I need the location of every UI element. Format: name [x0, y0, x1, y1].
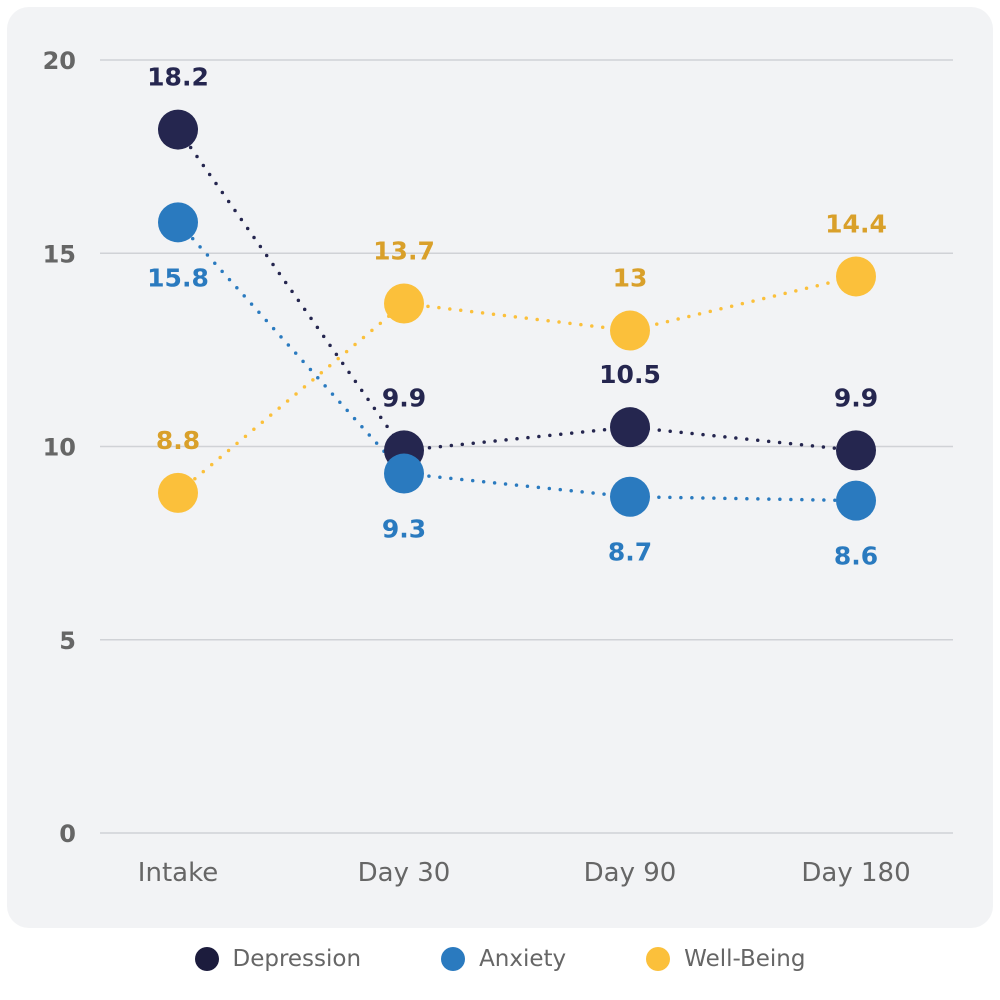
x-tick-label: Day 90: [584, 858, 677, 888]
data-label: 8.7: [608, 538, 652, 567]
legend: Depression Anxiety Well-Being: [0, 946, 1000, 972]
data-label: 13.7: [373, 236, 435, 265]
legend-label: Anxiety: [479, 946, 567, 972]
data-label: 14.4: [825, 209, 887, 238]
data-point: [384, 453, 424, 494]
x-tick-label: Day 30: [358, 858, 451, 888]
data-point: [158, 109, 198, 150]
data-point: [836, 430, 876, 471]
legend-label: Depression: [232, 946, 362, 972]
series-line-depression: [176, 127, 858, 453]
legend-item-anxiety: Anxiety: [441, 946, 566, 972]
legend-swatch-icon: [646, 947, 671, 971]
line-chart: 0 5 10 15 20 Intake Day 30 Day 90 Day 180 18.2 9.9…: [43, 47, 953, 888]
data-point: [836, 480, 876, 521]
data-point: [836, 256, 876, 297]
data-label: 9.3: [382, 515, 426, 544]
data-label: 15.8: [147, 263, 209, 292]
chart-card: [7, 7, 993, 928]
legend-item-depression: Depression: [194, 946, 362, 972]
y-tick-label: 10: [43, 434, 76, 462]
legend-item-well-being: Well-Being: [646, 946, 805, 972]
data-label: 18.2: [147, 63, 209, 92]
series-line-well-being: [176, 274, 858, 495]
y-tick-label: 0: [59, 820, 76, 848]
data-label: 8.8: [156, 426, 200, 455]
y-tick-label: 15: [43, 240, 76, 268]
legend-label: Well-Being: [684, 946, 806, 972]
data-point: [384, 283, 424, 324]
data-point: [610, 407, 650, 448]
x-tick-label: Day 180: [801, 858, 910, 888]
x-tick-label: Intake: [138, 858, 218, 888]
data-label: 13: [613, 264, 648, 293]
data-point: [158, 472, 198, 513]
data-point: [610, 476, 650, 517]
data-point: [158, 202, 198, 243]
data-label: 8.6: [834, 542, 878, 571]
legend-swatch-icon: [441, 947, 466, 971]
legend-swatch-icon: [194, 947, 219, 971]
y-tick-label: 5: [59, 627, 76, 655]
data-label: 9.9: [834, 383, 878, 412]
y-tick-label: 20: [43, 47, 76, 75]
data-label: 10.5: [599, 360, 661, 389]
data-label: 9.9: [382, 383, 426, 412]
series-line-anxiety: [176, 220, 858, 503]
data-point: [610, 310, 650, 351]
